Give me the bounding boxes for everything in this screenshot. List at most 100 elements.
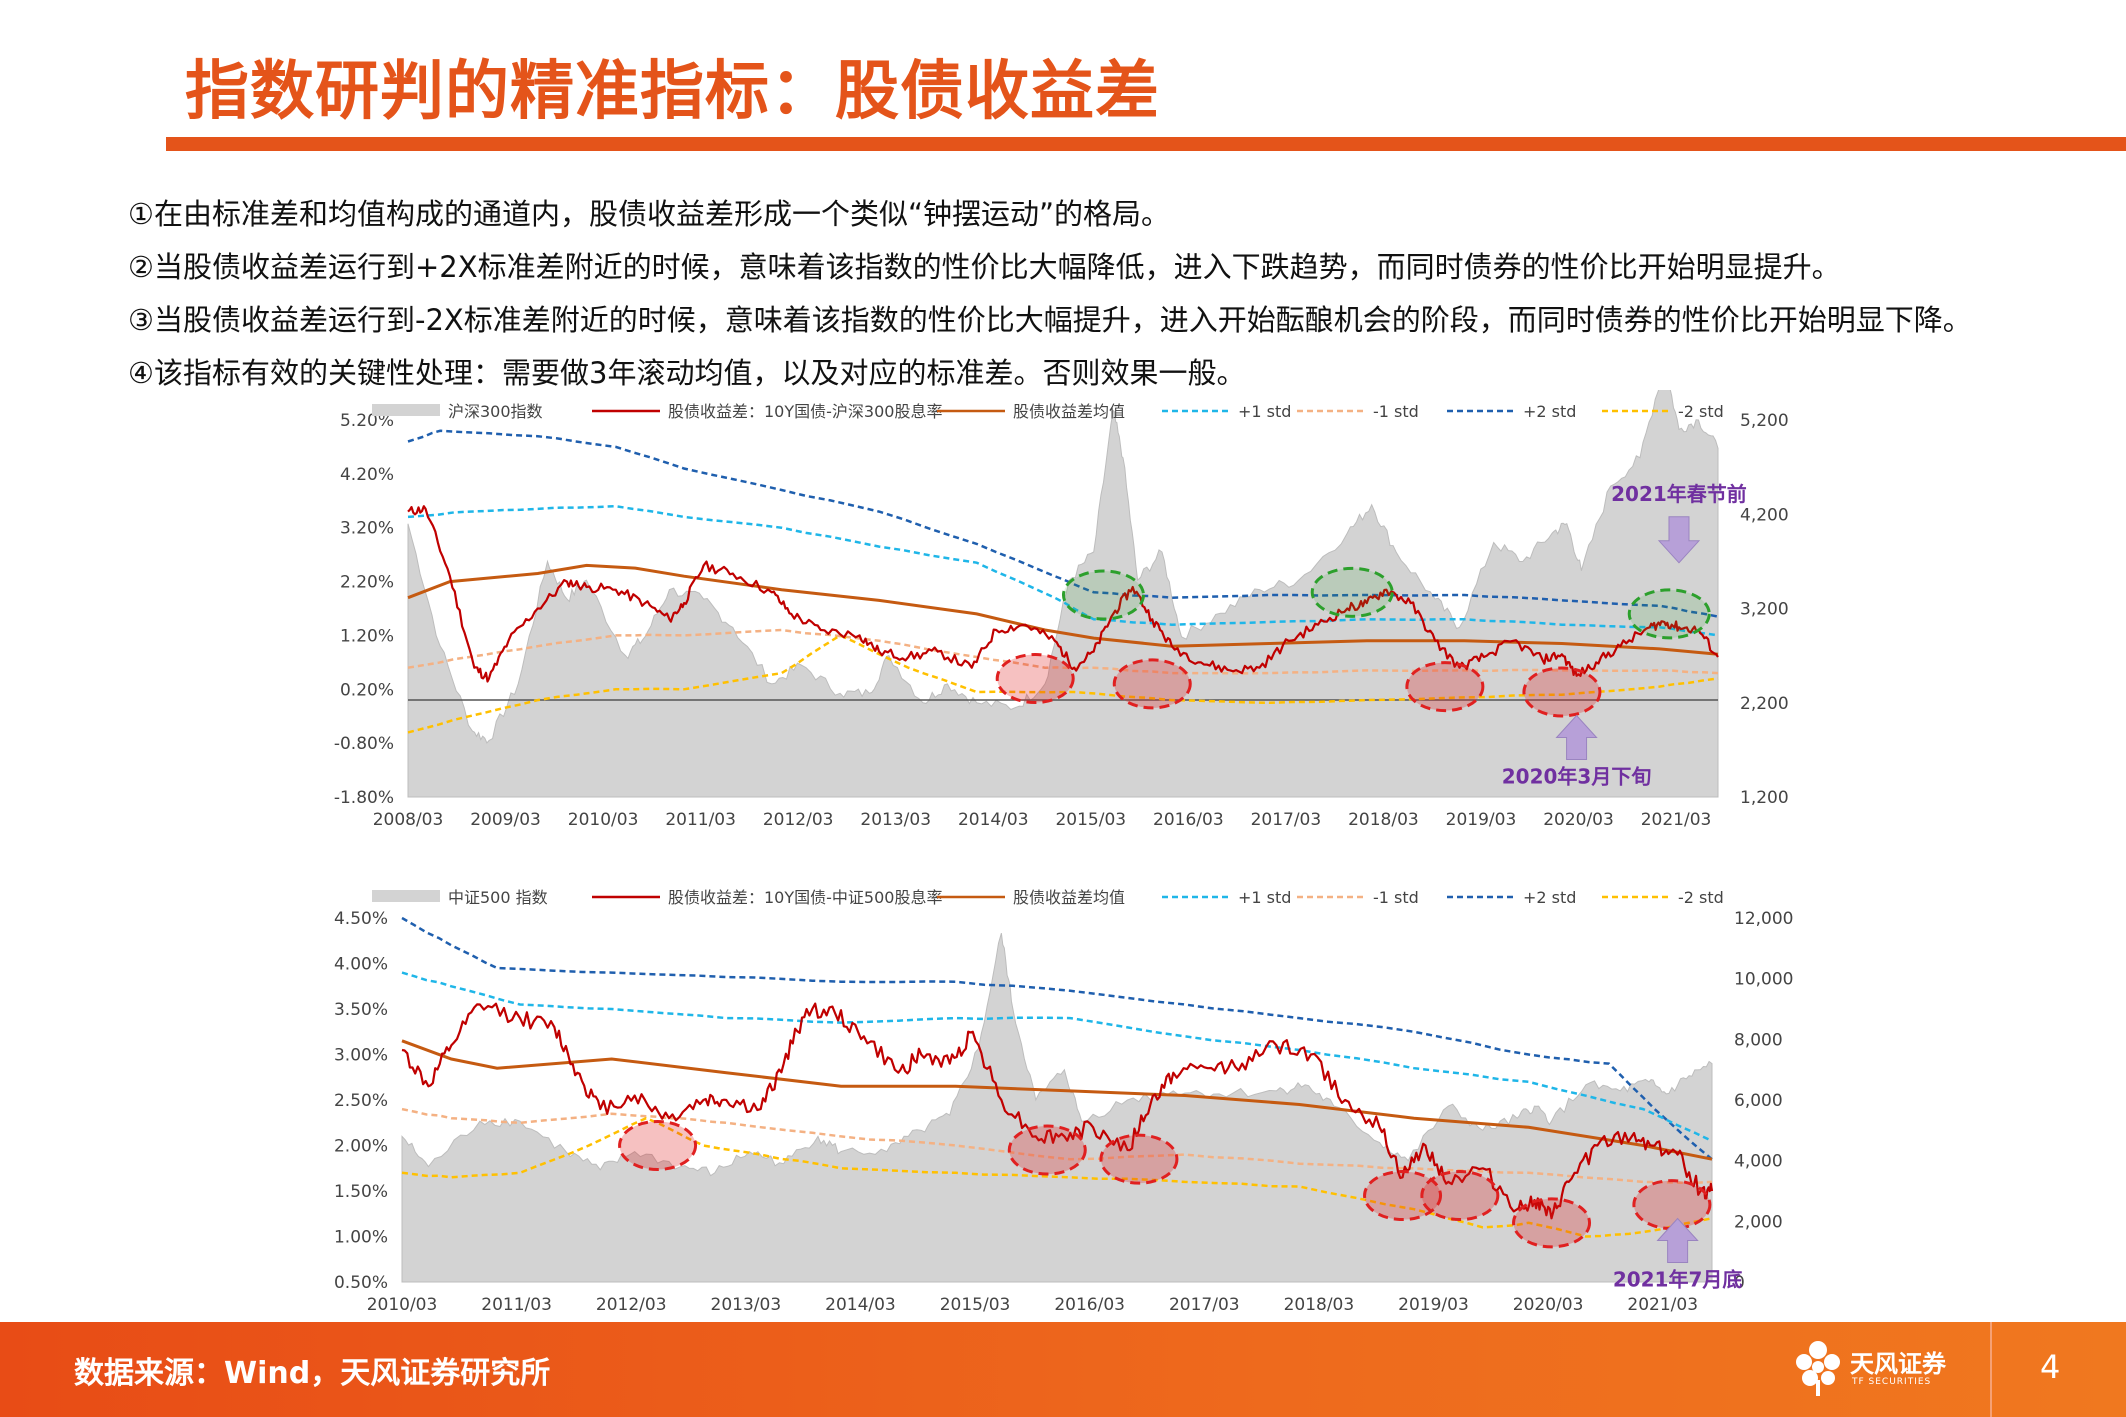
bullet-1: ①在由标准差和均值构成的通道内，股债收益差形成一个类似“钟摆运动”的格局。	[128, 197, 1171, 231]
y-right-tick-label: 3,200	[1740, 600, 1789, 620]
legend-label: 股债收益差：10Y国债-中证500股息率	[668, 888, 942, 907]
low-signal-marker	[1632, 1179, 1712, 1231]
y-left-tick-label: -1.80%	[334, 788, 394, 808]
page-number: 4	[2040, 1348, 2061, 1386]
x-tick-label: 2020/03	[1513, 1295, 1584, 1315]
legend-label: -2 std	[1678, 888, 1724, 907]
legend-label: +1 std	[1238, 888, 1291, 907]
x-tick-label: 2008/03	[373, 810, 444, 830]
x-tick-label: 2021/03	[1627, 1295, 1698, 1315]
x-tick-label: 2017/03	[1251, 810, 1322, 830]
x-tick-label: 2010/03	[367, 1295, 438, 1315]
low-signal-marker	[1512, 1197, 1592, 1249]
legend-swatch	[372, 404, 440, 416]
x-tick-label: 2012/03	[596, 1295, 667, 1315]
x-tick-label: 2021/03	[1641, 810, 1712, 830]
y-right-tick-label: 2,200	[1740, 694, 1789, 714]
x-tick-label: 2018/03	[1284, 1295, 1355, 1315]
logo-name: 天风证券	[1850, 1350, 1946, 1378]
x-tick-label: 2015/03	[940, 1295, 1011, 1315]
bullet-4: ④该指标有效的关键性处理：需要做3年滚动均值，以及对应的标准差。否则效果一般。	[128, 356, 1246, 390]
legend-label: 股债收益差均值	[1013, 888, 1125, 907]
y-left-tick-label: 2.50%	[334, 1091, 388, 1111]
x-tick-label: 2018/03	[1348, 810, 1419, 830]
callout-label: 2021年7月底	[1613, 1268, 1743, 1292]
plus2-std-line	[401, 916, 1713, 1161]
x-tick-label: 2020/03	[1543, 810, 1614, 830]
x-tick-label: 2012/03	[763, 810, 834, 830]
y-right-tick-label: 4,000	[1734, 1152, 1783, 1172]
y-left-tick-label: 4.00%	[334, 955, 388, 975]
legend-label: 沪深300指数	[448, 402, 543, 421]
low-signal-marker	[1420, 1170, 1500, 1222]
y-right-tick-label: 4,200	[1740, 505, 1789, 525]
flower-logo-icon	[1796, 1341, 1840, 1396]
slide-title: 指数研判的精准指标：股债收益差	[185, 55, 1160, 129]
y-right-tick-label: 12,000	[1734, 909, 1793, 929]
x-tick-label: 2010/03	[568, 810, 639, 830]
spread-line	[407, 505, 1719, 683]
legend-label: 股债收益差：10Y国债-沪深300股息率	[668, 402, 942, 421]
x-tick-label: 2015/03	[1055, 810, 1126, 830]
low-signal-marker	[1099, 1133, 1179, 1185]
y-left-tick-label: 0.20%	[340, 680, 394, 700]
plus1-std-line	[407, 504, 1719, 637]
mean-line	[401, 1039, 1713, 1161]
callout-arrow-icon	[1555, 714, 1598, 761]
legend-label: +1 std	[1238, 402, 1291, 421]
high-signal-marker	[1061, 569, 1145, 621]
y-left-tick-label: 1.20%	[340, 626, 394, 646]
y-right-tick-label: 6,000	[1734, 1091, 1783, 1111]
x-tick-label: 2009/03	[470, 810, 541, 830]
legend-swatch	[372, 890, 440, 902]
legend-label: -1 std	[1373, 402, 1419, 421]
minus2-std-line	[401, 1116, 1713, 1238]
legend-label: -1 std	[1373, 888, 1419, 907]
x-tick-label: 2013/03	[711, 1295, 782, 1315]
high-signal-marker	[1627, 588, 1711, 640]
company-logo: 天风证券 TF SECURITIES	[1792, 1340, 1972, 1400]
y-left-tick-label: 3.20%	[340, 519, 394, 539]
y-right-tick-label: 1,200	[1740, 788, 1789, 808]
legend-label: 中证500 指数	[448, 888, 548, 907]
y-right-tick-label: 5,200	[1740, 411, 1789, 431]
title-underline	[166, 137, 2126, 151]
low-signal-marker	[995, 653, 1075, 705]
low-signal-marker	[1112, 658, 1192, 710]
y-left-tick-label: 2.20%	[340, 573, 394, 593]
index-area	[401, 933, 1713, 1283]
y-left-tick-label: 2.00%	[334, 1137, 388, 1157]
y-left-tick-label: 3.50%	[334, 1000, 388, 1020]
index-area	[407, 390, 1719, 798]
legend-label: 股债收益差均值	[1013, 402, 1125, 421]
x-tick-label: 2019/03	[1398, 1295, 1469, 1315]
hs300-spread-chart: 5.20%4.20%3.20%2.20%1.20%0.20%-0.80%-1.8…	[334, 390, 1789, 830]
x-tick-label: 2019/03	[1446, 810, 1517, 830]
callout-arrow-icon	[1656, 1217, 1699, 1264]
data-source: 数据来源：Wind，天风证券研究所	[74, 1356, 551, 1391]
x-tick-label: 2016/03	[1054, 1295, 1125, 1315]
minus1-std-line	[407, 628, 1719, 675]
low-signal-marker	[1363, 1170, 1443, 1222]
csi500-spread-chart: 4.50% 4.00% 3.50% 3.00% 2.50% 2.00% 1.50% 1.00%…	[334, 888, 1794, 1315]
logo-subtitle: TF SECURITIES	[1852, 1377, 1932, 1387]
x-tick-label: 2016/03	[1153, 810, 1224, 830]
x-tick-label: 2011/03	[665, 810, 736, 830]
bullet-2: ②当股债收益差运行到+2X标准差附近的时候，意味着该指数的性价比大幅降低，进入下…	[128, 250, 1841, 284]
x-tick-label: 2014/03	[958, 810, 1029, 830]
callout-arrow-icon	[1657, 516, 1701, 564]
bullet-3: ③当股债收益差运行到-2X标准差附近的时候，意味着该指数的性价比大幅提升，进入开…	[128, 303, 1972, 337]
legend-label: -2 std	[1678, 402, 1724, 421]
high-signal-marker	[1310, 566, 1394, 618]
low-signal-marker	[1405, 661, 1485, 713]
bullet-list: ①在由标准差和均值构成的通道内，股债收益差形成一个类似“钟摆运动”的格局。 ②当…	[128, 188, 2118, 400]
y-right-tick-label: 2,000	[1734, 1212, 1783, 1232]
callout-label: 2021年春节前	[1611, 482, 1747, 506]
x-tick-label: 2017/03	[1169, 1295, 1240, 1315]
legend-label: +2 std	[1523, 402, 1576, 421]
y-right-tick-label: 10,000	[1734, 970, 1793, 990]
x-tick-label: 2011/03	[481, 1295, 552, 1315]
y-left-tick-label: 3.00%	[334, 1046, 388, 1066]
y-left-tick-label: -0.80%	[334, 734, 394, 754]
x-tick-label: 2014/03	[825, 1295, 896, 1315]
